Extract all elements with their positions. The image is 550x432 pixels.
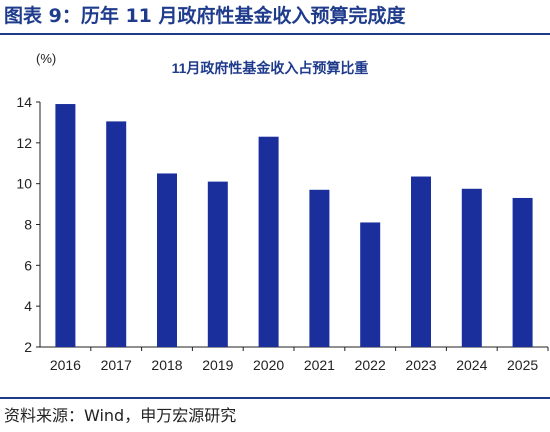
bar-2023 — [411, 176, 431, 347]
x-tick-label-2022: 2022 — [355, 357, 386, 373]
bars — [55, 104, 533, 348]
bar-2021 — [309, 189, 330, 347]
bar-2019 — [207, 181, 228, 347]
y-tick-label: 14 — [16, 94, 32, 110]
x-tick-label-2020: 2020 — [253, 357, 284, 373]
title-divider — [0, 33, 550, 35]
x-tick-label-2016: 2016 — [50, 357, 81, 373]
tick-labels: 2 4 6 8 10 12 14 2016 2017 2018 2019 2020 2021 2022 20… — [16, 94, 538, 373]
y-tick-label: 10 — [16, 176, 32, 192]
x-tick-label-2025: 2025 — [507, 357, 538, 373]
source-note: 资料来源：Wind，申万宏源研究 — [4, 406, 237, 425]
y-tick-label: 2 — [24, 339, 32, 355]
unit-label: (%) — [36, 51, 56, 66]
x-tick-label-2017: 2017 — [101, 357, 132, 373]
x-tick-label-2018: 2018 — [151, 357, 182, 373]
source-divider — [0, 397, 550, 399]
bar-chart: 11月政府性基金收入占预算比重 (%) 2 4 6 8 10 12 14 2016 2017 20… — [0, 36, 550, 396]
bar-2022 — [360, 222, 381, 347]
y-tick-label: 8 — [24, 217, 32, 233]
bar-2025 — [512, 197, 533, 347]
x-tick-label-2021: 2021 — [304, 357, 335, 373]
x-tick-label-2019: 2019 — [202, 357, 233, 373]
chart-svg: 11月政府性基金收入占预算比重 (%) 2 4 6 8 10 12 14 2016 2017 20… — [16, 51, 549, 373]
x-tick-label-2024: 2024 — [456, 357, 487, 373]
bar-2024 — [461, 188, 482, 347]
y-tick-label: 4 — [24, 298, 32, 314]
bar-2018 — [157, 173, 177, 347]
bar-2020 — [258, 136, 279, 347]
bar-2016 — [55, 104, 76, 348]
bar-2017 — [106, 121, 127, 347]
chart-title: 11月政府性基金收入占预算比重 — [172, 60, 369, 76]
figure-title: 图表 9：历年 11 月政府性基金收入预算完成度 — [4, 5, 406, 27]
x-tick-label-2023: 2023 — [405, 357, 436, 373]
y-tick-label: 12 — [16, 135, 32, 151]
y-tick-label: 6 — [24, 257, 32, 273]
